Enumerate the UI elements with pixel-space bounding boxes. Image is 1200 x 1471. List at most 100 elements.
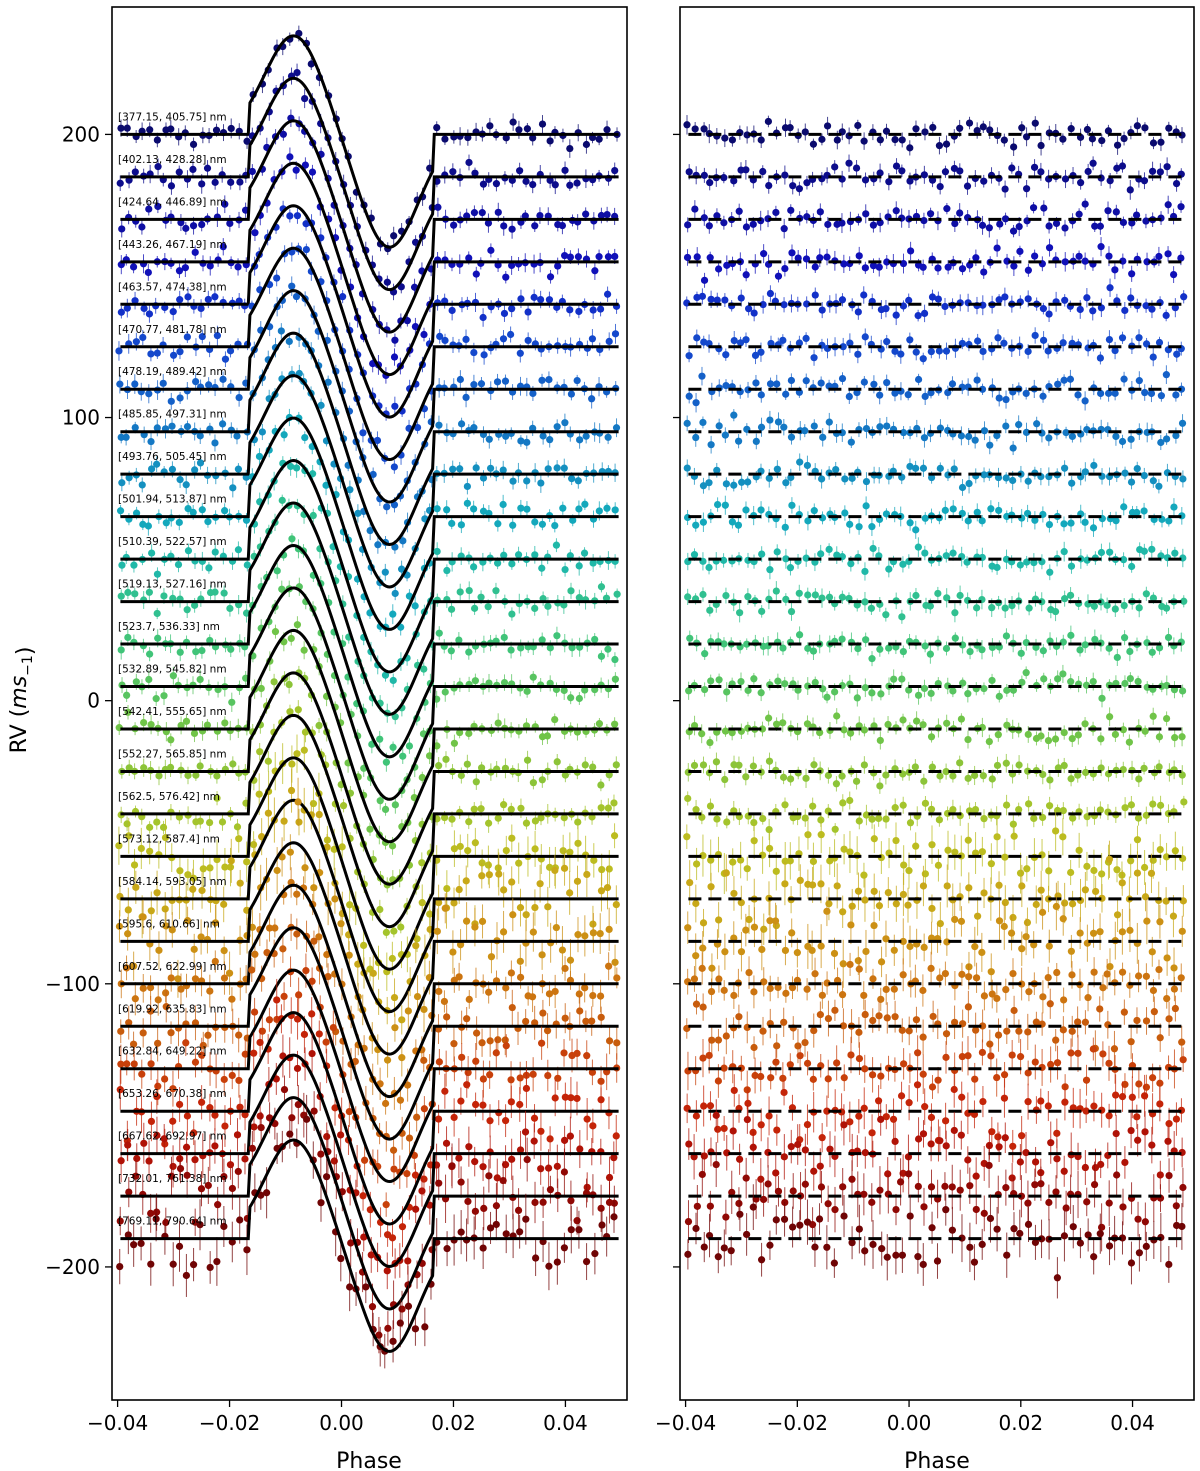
data-point [566,976,575,984]
data-point [189,874,198,882]
data-point [508,261,516,270]
data-point [596,305,605,313]
wavelength-band-label: [542.41, 555.65] nm [118,706,227,718]
data-point [1118,162,1127,170]
data-point [359,1192,367,1200]
data-point [479,313,487,322]
data-point [523,438,531,446]
data-point [1164,250,1172,258]
data-point [766,416,774,424]
data-point [189,508,197,517]
data-point [979,347,987,356]
data-point [479,180,488,188]
data-point [486,1071,494,1079]
data-point [706,179,714,187]
data-point [457,1178,465,1186]
data-point [1016,247,1024,255]
data-point [433,505,441,513]
data-point [160,1135,168,1143]
data-point [494,1036,502,1044]
data-point [602,594,611,602]
data-point [610,832,619,840]
data-point [560,814,568,822]
data-point [167,736,175,744]
data-point [921,128,929,136]
data-point [399,752,407,760]
data-point [817,379,825,387]
data-point [447,605,456,613]
data-point [189,1261,198,1269]
data-point [523,756,532,764]
x-tick-label: 0.00 [887,1411,932,1435]
data-point [484,603,492,611]
residual-series [683,409,1187,456]
data-point [589,763,597,771]
data-point [882,305,890,313]
data-point [603,884,612,892]
data-point [773,465,781,473]
data-point [203,164,212,172]
data-point [257,1123,265,1132]
data-point [802,377,810,385]
data-point [198,886,206,895]
data-point [546,1135,554,1143]
data-point [544,903,552,911]
data-point [153,609,161,618]
data-point [177,985,185,993]
data-point [914,375,923,384]
data-point [1024,266,1032,274]
data-point [346,1283,354,1291]
data-point [693,253,701,261]
data-point [292,292,301,301]
data-point [456,842,464,851]
data-point [162,1218,170,1227]
data-point [457,420,466,428]
data-point [583,1052,591,1060]
data-point [860,291,868,299]
data-point [160,692,168,700]
wavelength-band-label: [552.27, 565.85] nm [118,748,227,760]
data-point [138,481,146,489]
data-point [115,347,123,355]
data-point [802,334,810,342]
data-point [162,922,170,930]
rv-series: [478.19, 489.42] nm [116,276,620,515]
x-tick-label: 0.02 [999,1411,1044,1435]
data-point [848,474,856,482]
data-point [730,336,738,345]
data-point [610,1213,618,1221]
data-point [560,1049,568,1057]
data-point [507,805,515,814]
data-point [248,167,256,176]
data-point [477,764,486,772]
data-point [772,208,780,217]
data-point [516,167,524,175]
data-point [125,1019,133,1027]
data-point [1096,354,1105,362]
data-point [123,124,131,132]
y-tick-label: 0 [87,689,100,713]
data-point [182,1271,190,1280]
data-point [219,375,227,383]
data-point [603,126,611,134]
data-point [226,1161,235,1169]
y-tick-label: −100 [45,972,100,996]
data-point [1089,307,1097,315]
data-point [582,140,591,149]
data-point [146,847,154,855]
data-point [1018,124,1026,132]
data-point [1031,119,1039,127]
left-panel: −0.04 −0.02 0.00 0.02 0.04 200 100 0 −100 −200 [37… [45,6,628,1435]
data-point [456,375,464,384]
data-point [787,376,795,385]
data-point [263,948,271,957]
data-point [146,126,154,134]
data-point [560,464,568,472]
data-point [220,974,229,982]
data-point [818,306,826,314]
data-point [153,424,161,432]
wavelength-band-label: [732.01, 761.38] nm [118,1173,227,1185]
data-point [176,394,184,402]
data-point [1000,339,1008,347]
data-point [561,964,569,973]
